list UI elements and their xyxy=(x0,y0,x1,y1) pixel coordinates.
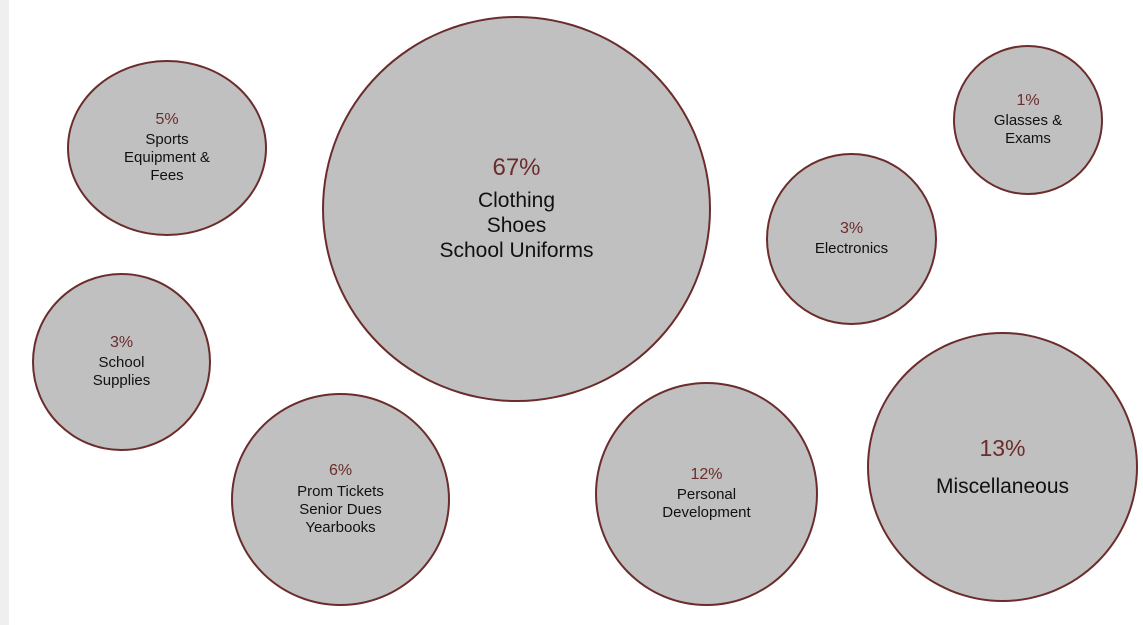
left-border-strip xyxy=(0,0,9,625)
bubble-school-supplies: 3% School Supplies xyxy=(32,273,211,451)
percent-label: 3% xyxy=(839,219,864,237)
percent-label: 13% xyxy=(979,435,1026,462)
percent-label: 67% xyxy=(492,154,541,182)
bubble-electronics: 3% Electronics xyxy=(766,153,937,325)
category-label: School Supplies xyxy=(92,354,151,390)
category-label: Personal Development xyxy=(662,486,751,522)
bubble-prom: 6% Prom Tickets Senior Dues Yearbooks xyxy=(231,393,450,606)
percent-label: 6% xyxy=(328,462,353,480)
bubble-miscellaneous: 13% Miscellaneous xyxy=(867,332,1138,602)
category-label: Sports Equipment & Fees xyxy=(124,131,210,185)
category-label: Clothing Shoes School Uniforms xyxy=(439,189,594,263)
bubble-sports: 5% Sports Equipment & Fees xyxy=(67,60,267,236)
category-label: Glasses & Exams xyxy=(993,112,1063,148)
percent-label: 12% xyxy=(690,465,723,483)
percent-label: 5% xyxy=(155,110,179,128)
percent-label: 3% xyxy=(109,333,134,351)
bubble-glasses: 1% Glasses & Exams xyxy=(953,45,1103,195)
category-label: Electronics xyxy=(814,240,889,258)
category-label: Prom Tickets Senior Dues Yearbooks xyxy=(297,482,384,536)
percent-label: 1% xyxy=(1016,91,1040,109)
category-label: Miscellaneous xyxy=(935,474,1070,498)
bubble-clothing: 67% Clothing Shoes School Uniforms xyxy=(322,16,711,402)
bubble-personal-development: 12% Personal Development xyxy=(595,382,818,606)
